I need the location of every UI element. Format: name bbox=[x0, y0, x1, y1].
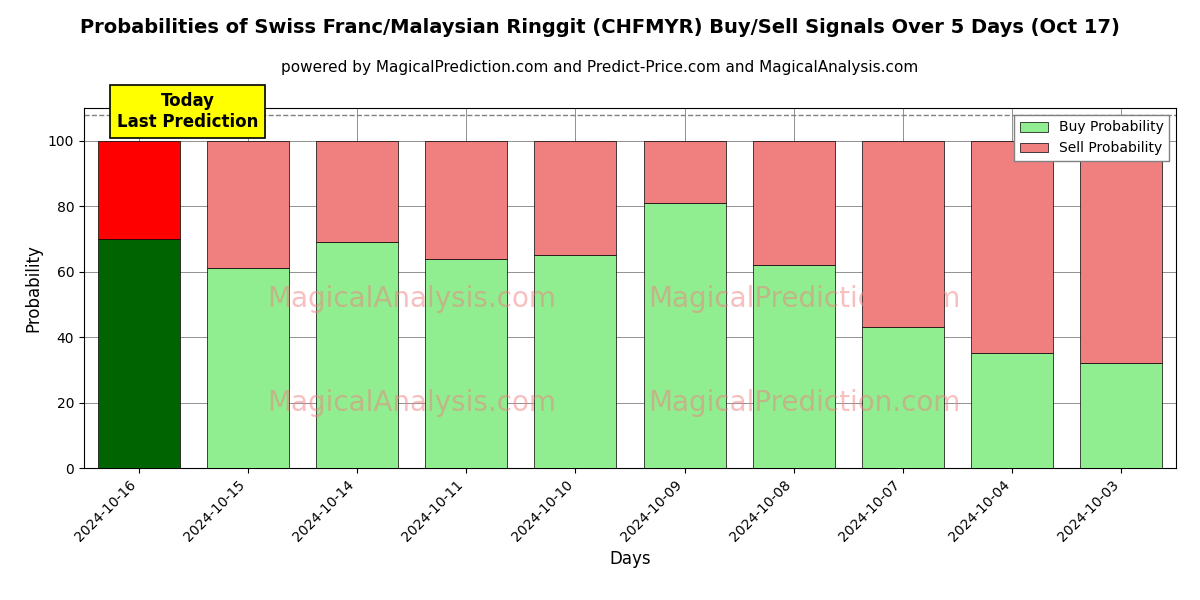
Text: powered by MagicalPrediction.com and Predict-Price.com and MagicalAnalysis.com: powered by MagicalPrediction.com and Pre… bbox=[281, 60, 919, 75]
Bar bbox=[1080, 141, 1163, 363]
X-axis label: Days: Days bbox=[610, 550, 650, 568]
Bar bbox=[97, 239, 180, 468]
Bar bbox=[425, 141, 508, 259]
Text: MagicalPrediction.com: MagicalPrediction.com bbox=[648, 389, 961, 417]
Text: MagicalAnalysis.com: MagicalAnalysis.com bbox=[268, 285, 556, 313]
Bar bbox=[643, 203, 726, 468]
Text: Today
Last Prediction: Today Last Prediction bbox=[118, 92, 258, 131]
Bar bbox=[862, 141, 944, 327]
Bar bbox=[316, 242, 398, 468]
Bar bbox=[1080, 363, 1163, 468]
Bar bbox=[534, 141, 617, 255]
Text: Probabilities of Swiss Franc/Malaysian Ringgit (CHFMYR) Buy/Sell Signals Over 5 : Probabilities of Swiss Franc/Malaysian R… bbox=[80, 18, 1120, 37]
Bar bbox=[534, 255, 617, 468]
Bar bbox=[206, 141, 289, 268]
Bar bbox=[316, 141, 398, 242]
Bar bbox=[971, 141, 1054, 353]
Bar bbox=[752, 141, 835, 265]
Y-axis label: Probability: Probability bbox=[24, 244, 42, 332]
Bar bbox=[752, 265, 835, 468]
Text: MagicalAnalysis.com: MagicalAnalysis.com bbox=[268, 389, 556, 417]
Legend: Buy Probability, Sell Probability: Buy Probability, Sell Probability bbox=[1014, 115, 1169, 161]
Bar bbox=[862, 327, 944, 468]
Bar bbox=[206, 268, 289, 468]
Text: MagicalPrediction.com: MagicalPrediction.com bbox=[648, 285, 961, 313]
Bar bbox=[971, 353, 1054, 468]
Bar bbox=[425, 259, 508, 468]
Bar bbox=[97, 141, 180, 239]
Bar bbox=[643, 141, 726, 203]
